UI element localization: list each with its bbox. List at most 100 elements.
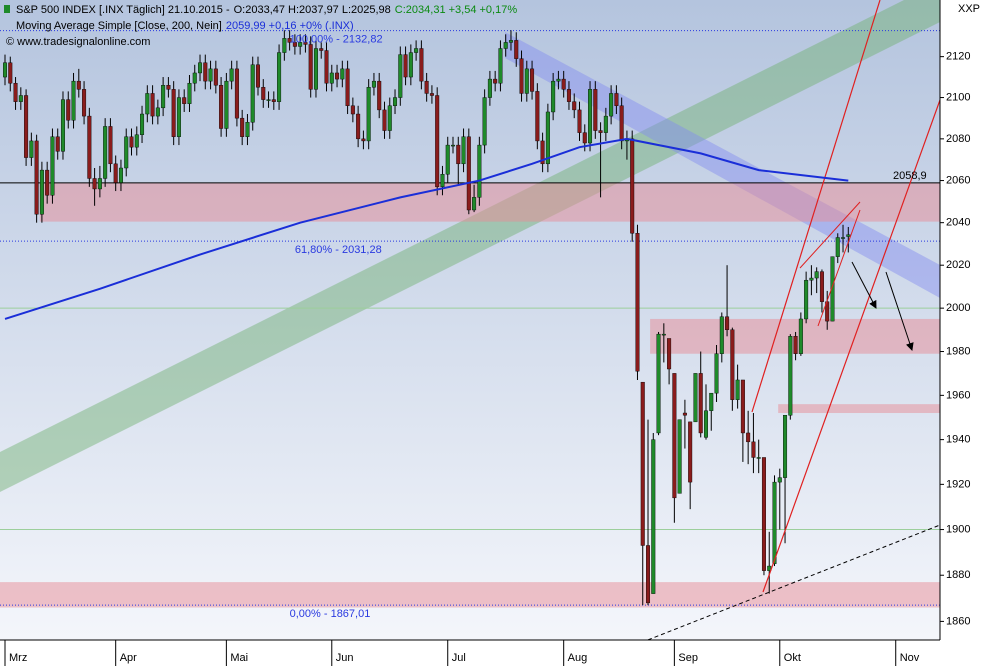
candle-body	[440, 174, 445, 188]
candle-body	[688, 421, 693, 483]
candle-body	[198, 62, 203, 74]
candle-body	[13, 82, 18, 102]
candle-body	[97, 178, 102, 190]
candle-body	[350, 105, 355, 115]
candle-body	[661, 333, 666, 336]
candle-body	[387, 105, 392, 131]
candle-body	[313, 48, 318, 90]
candle-body	[593, 89, 598, 131]
header-ohlc: O:2033,47 H:2037,97 L:2025,98	[234, 4, 391, 16]
candle-body	[582, 132, 587, 144]
candle-body	[113, 163, 118, 183]
candle-body	[419, 48, 424, 82]
candle-body	[614, 93, 619, 106]
candle-body	[140, 113, 145, 135]
candle-body	[672, 373, 677, 499]
header-title: S&P 500 INDEX [.INX Täglich] 21.10.2015 …	[16, 4, 230, 16]
candle-body	[240, 117, 245, 137]
trend-line	[751, 0, 881, 413]
candle-body	[224, 80, 229, 129]
zone	[0, 582, 940, 608]
candle-body	[308, 44, 313, 90]
candle-body	[783, 415, 788, 478]
candle-body	[60, 99, 65, 152]
candle-body	[466, 136, 471, 211]
candle-body	[635, 233, 640, 372]
candle-body	[303, 42, 308, 45]
candle-body	[287, 38, 292, 43]
fib-label: 0,00% - 1867,01	[290, 608, 371, 620]
candle-body	[382, 109, 387, 131]
candle-body	[630, 138, 635, 234]
candle-body	[756, 457, 761, 459]
candle-body	[329, 72, 334, 84]
wedge-line	[799, 201, 861, 269]
candles	[3, 30, 851, 606]
candle-body	[429, 93, 434, 96]
candle-body	[751, 441, 756, 458]
candle-body	[603, 115, 608, 133]
candle-body	[761, 457, 766, 571]
candle-body	[472, 197, 477, 211]
y-tick-label: 2040	[946, 217, 970, 229]
candle-body	[29, 140, 34, 158]
green-channel	[0, 0, 940, 492]
candle-body	[819, 271, 824, 302]
candle-body	[292, 42, 297, 47]
candle-body	[772, 481, 777, 564]
candle-body	[398, 54, 403, 98]
candle-body	[524, 68, 529, 94]
candle-body	[609, 93, 614, 117]
fib-label: 61,80% - 2031,28	[295, 244, 382, 256]
candle-body	[572, 101, 577, 111]
candle-body	[76, 80, 81, 90]
candle-body	[24, 95, 29, 158]
candle-body	[324, 50, 329, 84]
candle-body	[171, 89, 176, 137]
fib-label: 100,00% - 2132,82	[290, 34, 383, 46]
candle-body	[361, 138, 366, 142]
candle-body	[424, 80, 429, 94]
candle-body	[345, 68, 350, 106]
candle-body	[71, 80, 76, 121]
candle-body	[445, 144, 450, 175]
wedge-line	[817, 209, 861, 327]
candle-body	[3, 62, 8, 78]
candle-body	[798, 318, 803, 354]
candle-body	[682, 412, 687, 416]
candle-body	[477, 144, 482, 198]
y-tick-label: 1920	[946, 478, 970, 490]
candle-body	[451, 144, 456, 147]
candle-body	[87, 115, 92, 179]
x-tick-label: Nov	[900, 652, 920, 664]
candle-body	[677, 419, 682, 494]
candle-body	[841, 237, 846, 239]
under-layer	[0, 0, 940, 608]
candle-body	[640, 381, 645, 546]
zone	[39, 182, 940, 222]
candle-body	[793, 336, 798, 354]
candle-body	[456, 144, 461, 165]
candle-body	[482, 97, 487, 146]
candle-body	[298, 42, 303, 47]
candle-body	[514, 40, 519, 59]
candle-body	[203, 62, 208, 82]
x-tick-label: Jun	[336, 652, 354, 664]
indicator: Moving Average Simple [Close, 200, Nein]	[16, 20, 222, 32]
candle-body	[566, 89, 571, 102]
candle-body	[271, 99, 276, 102]
blue-channel	[505, 32, 940, 298]
candle-body	[261, 87, 266, 100]
candle-body	[545, 111, 550, 165]
candle-body	[18, 95, 23, 102]
candle-body	[108, 126, 113, 165]
candle-body	[725, 316, 730, 330]
candle-body	[651, 439, 656, 594]
moving-average	[4, 137, 849, 320]
candle-body	[161, 85, 166, 109]
candle-body	[519, 58, 524, 94]
x-tick-label: Jul	[452, 652, 466, 664]
candle-body	[698, 373, 703, 434]
candle-body	[809, 277, 814, 281]
icon	[4, 5, 10, 13]
